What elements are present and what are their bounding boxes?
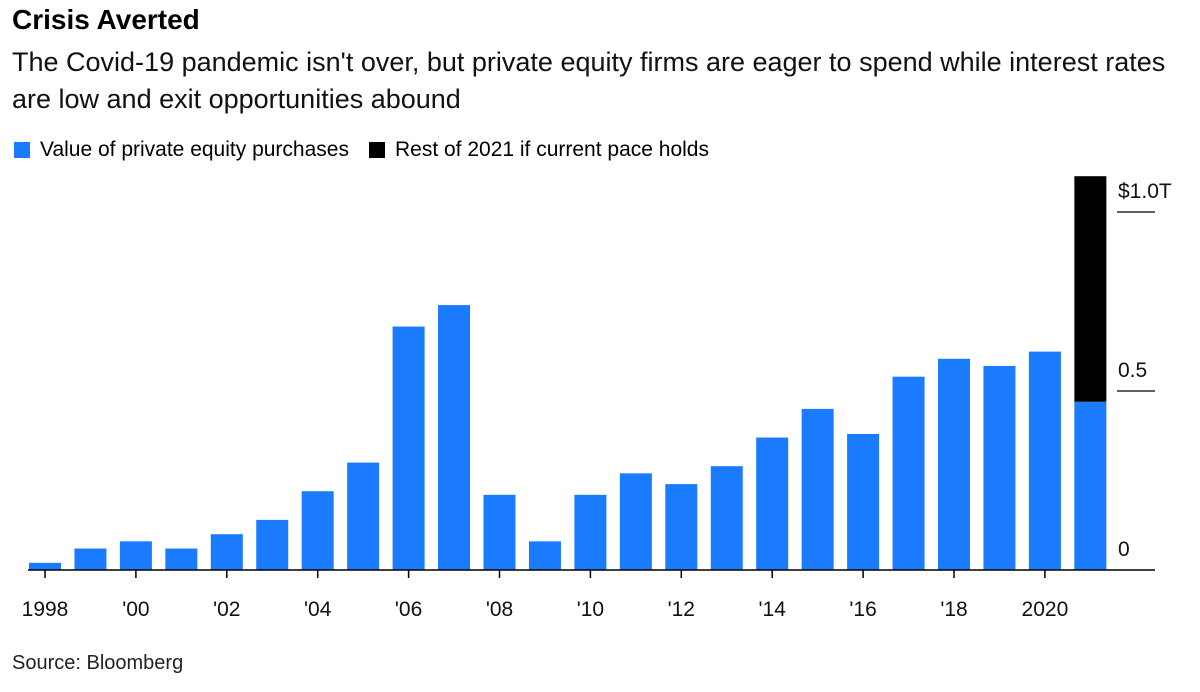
- x-tick-label-10: '18: [940, 598, 967, 621]
- x-tick-label-6: '10: [577, 598, 604, 621]
- x-tick-label-2: '02: [213, 598, 240, 621]
- bar-purchases-2007: [438, 305, 471, 570]
- bar-purchases-2003: [256, 519, 289, 570]
- bar-purchases-2009: [528, 541, 561, 570]
- bar-purchases-2000: [119, 541, 152, 570]
- bar-purchases-2020: [1028, 351, 1061, 570]
- bar-purchases-2014: [756, 437, 789, 570]
- bar-purchases-2013: [710, 466, 743, 570]
- bar-purchases-2016: [847, 433, 880, 570]
- legend-label-projection: Rest of 2021 if current pace holds: [394, 138, 709, 161]
- x-tick-label-0: 1998: [22, 598, 69, 621]
- x-tick-label-3: '04: [304, 598, 332, 621]
- x-tick-label-4: '06: [395, 598, 422, 621]
- y-tick-label-1: 0.5: [1118, 359, 1147, 382]
- x-tick-label-8: '14: [759, 598, 787, 621]
- y-tick-label-0: 0: [1118, 538, 1130, 561]
- y-tick-label-2: $1.0T: [1118, 180, 1172, 203]
- bar-projection-2021: [1074, 176, 1107, 402]
- x-tick-label-7: '12: [668, 598, 695, 621]
- x-tick-label-9: '16: [849, 598, 876, 621]
- bar-purchases-2017: [892, 376, 925, 570]
- source-note: Source: Bloomberg: [12, 652, 184, 674]
- bar-purchases-2006: [392, 326, 425, 570]
- bar-purchases-2018: [938, 358, 970, 570]
- bar-purchases-2019: [983, 365, 1016, 570]
- x-tick-label-1: '00: [122, 598, 149, 621]
- bar-purchases-2015: [801, 408, 834, 570]
- legend-swatch-purchases: [14, 142, 30, 158]
- bar-purchases-2012: [665, 484, 698, 570]
- chart-subtitle: The Covid-19 pandemic isn't over, but pr…: [12, 47, 1166, 114]
- bar-purchases-1998: [29, 562, 61, 570]
- bar-purchases-1999: [74, 548, 107, 570]
- bar-purchases-2021: [1074, 401, 1107, 570]
- bar-purchases-2004: [301, 491, 334, 570]
- bar-purchases-2001: [165, 548, 198, 570]
- legend: Value of private equity purchases Rest o…: [14, 138, 729, 162]
- bar-purchases-2002: [210, 534, 243, 570]
- legend-item-purchases: Value of private equity purchases: [14, 138, 349, 162]
- x-tick-label-11: 2020: [1022, 598, 1069, 621]
- legend-item-projection: Rest of 2021 if current pace holds: [368, 138, 709, 162]
- chart-title: Crisis Averted: [12, 4, 200, 35]
- x-tick-label-5: '08: [486, 598, 513, 621]
- bar-purchases-2005: [347, 462, 380, 570]
- bar-purchases-2011: [619, 473, 652, 570]
- legend-swatch-projection: [368, 142, 385, 158]
- bar-purchases-2010: [574, 494, 607, 570]
- bar-purchases-2008: [483, 494, 516, 570]
- legend-label-purchases: Value of private equity purchases: [40, 138, 349, 161]
